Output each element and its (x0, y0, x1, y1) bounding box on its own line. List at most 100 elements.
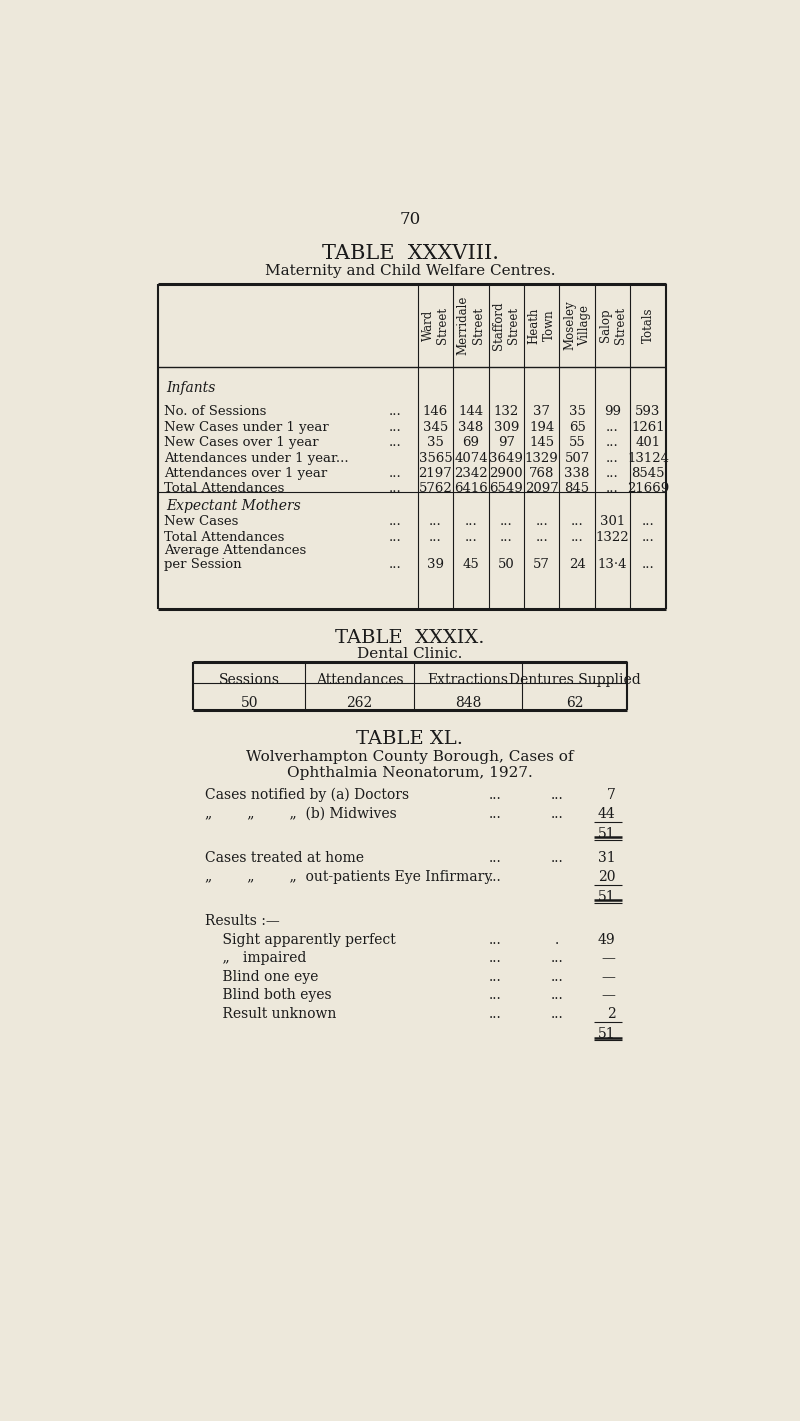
Text: 69: 69 (462, 436, 479, 449)
Text: ...: ... (489, 851, 502, 865)
Text: „   impaired: „ impaired (205, 951, 306, 965)
Text: Merridale
Street: Merridale Street (457, 296, 485, 355)
Text: ...: ... (388, 405, 401, 418)
Text: 401: 401 (635, 436, 661, 449)
Text: 146: 146 (423, 405, 448, 418)
Text: ...: ... (606, 482, 619, 496)
Text: 3565: 3565 (418, 452, 452, 465)
Text: TABLE XL.: TABLE XL. (357, 729, 463, 747)
Text: ...: ... (388, 531, 401, 544)
Text: ...: ... (571, 531, 583, 544)
Text: 51: 51 (598, 827, 615, 841)
Text: 2: 2 (606, 1006, 615, 1020)
Text: 57: 57 (534, 558, 550, 571)
Text: Ward
Street: Ward Street (422, 307, 450, 344)
Text: Wolverhampton County Borough, Cases of: Wolverhampton County Borough, Cases of (246, 749, 574, 763)
Text: 13·4: 13·4 (598, 558, 627, 571)
Text: Expectant Mothers: Expectant Mothers (166, 499, 301, 513)
Text: 2197: 2197 (418, 468, 452, 480)
Text: Total Attendances: Total Attendances (164, 482, 285, 496)
Text: 4074: 4074 (454, 452, 488, 465)
Text: Stafford
Street: Stafford Street (492, 301, 520, 350)
Text: ...: ... (551, 988, 564, 1002)
Text: ...: ... (642, 531, 654, 544)
Text: 7: 7 (606, 789, 615, 801)
Text: ...: ... (489, 870, 502, 884)
Text: 8545: 8545 (631, 468, 665, 480)
Text: 65: 65 (569, 421, 586, 433)
Text: 49: 49 (598, 932, 615, 946)
Text: ...: ... (551, 1006, 564, 1020)
Text: ...: ... (551, 851, 564, 865)
Text: Maternity and Child Welfare Centres.: Maternity and Child Welfare Centres. (265, 264, 555, 279)
Text: 593: 593 (635, 405, 661, 418)
Text: Dentures Supplied: Dentures Supplied (509, 672, 641, 686)
Text: Blind one eye: Blind one eye (205, 969, 318, 983)
Text: 5762: 5762 (418, 482, 452, 496)
Text: Attendances: Attendances (316, 672, 403, 686)
Text: 194: 194 (529, 421, 554, 433)
Text: 13124: 13124 (627, 452, 669, 465)
Text: ...: ... (551, 969, 564, 983)
Text: Result unknown: Result unknown (205, 1006, 336, 1020)
Text: 97: 97 (498, 436, 515, 449)
Text: 50: 50 (498, 558, 514, 571)
Text: Attendances over 1 year: Attendances over 1 year (164, 468, 327, 480)
Text: ...: ... (388, 482, 401, 496)
Text: 20: 20 (598, 870, 615, 884)
Text: —: — (602, 951, 615, 965)
Text: TABLE  XXXVIII.: TABLE XXXVIII. (322, 243, 498, 263)
Text: Dental Clinic.: Dental Clinic. (358, 647, 462, 661)
Text: 301: 301 (600, 516, 626, 529)
Text: 51: 51 (598, 1027, 615, 1040)
Text: Heath
Town: Heath Town (528, 307, 556, 344)
Text: ...: ... (429, 531, 442, 544)
Text: ...: ... (500, 531, 513, 544)
Text: 44: 44 (598, 807, 615, 820)
Text: —: — (602, 988, 615, 1002)
Text: ...: ... (489, 807, 502, 820)
Text: Average Attendances: Average Attendances (164, 544, 306, 557)
Text: 62: 62 (566, 696, 583, 709)
Text: 2097: 2097 (525, 482, 558, 496)
Text: 145: 145 (529, 436, 554, 449)
Text: 99: 99 (604, 405, 621, 418)
Text: 2342: 2342 (454, 468, 488, 480)
Text: ...: ... (388, 558, 401, 571)
Text: 6416: 6416 (454, 482, 488, 496)
Text: ...: ... (429, 516, 442, 529)
Text: ...: ... (465, 531, 478, 544)
Text: Total Attendances: Total Attendances (164, 531, 285, 544)
Text: TABLE  XXXIX.: TABLE XXXIX. (335, 628, 485, 647)
Text: 39: 39 (427, 558, 444, 571)
Text: New Cases under 1 year: New Cases under 1 year (164, 421, 329, 433)
Text: Salop
Street: Salop Street (598, 307, 626, 344)
Text: ...: ... (388, 516, 401, 529)
Text: 37: 37 (534, 405, 550, 418)
Text: 768: 768 (529, 468, 554, 480)
Text: 132: 132 (494, 405, 519, 418)
Text: ...: ... (535, 531, 548, 544)
Text: Blind both eyes: Blind both eyes (205, 988, 331, 1002)
Text: Totals: Totals (642, 308, 654, 344)
Text: 6549: 6549 (490, 482, 523, 496)
Text: Infants: Infants (166, 381, 215, 395)
Text: „        „        „  out-patients Eye Infirmary: „ „ „ out-patients Eye Infirmary (205, 870, 492, 884)
Text: ...: ... (489, 932, 502, 946)
Text: 348: 348 (458, 421, 483, 433)
Text: ...: ... (642, 558, 654, 571)
Text: ...: ... (606, 436, 619, 449)
Text: 1322: 1322 (596, 531, 630, 544)
Text: ...: ... (606, 421, 619, 433)
Text: ...: ... (489, 969, 502, 983)
Text: ...: ... (489, 1006, 502, 1020)
Text: Moseley
Village: Moseley Village (563, 301, 591, 351)
Text: 21669: 21669 (627, 482, 669, 496)
Text: ...: ... (465, 516, 478, 529)
Text: —: — (602, 969, 615, 983)
Text: ...: ... (551, 951, 564, 965)
Text: Cases notified by (a) Doctors: Cases notified by (a) Doctors (205, 789, 409, 803)
Text: 35: 35 (427, 436, 444, 449)
Text: Extractions: Extractions (428, 672, 509, 686)
Text: 3649: 3649 (490, 452, 523, 465)
